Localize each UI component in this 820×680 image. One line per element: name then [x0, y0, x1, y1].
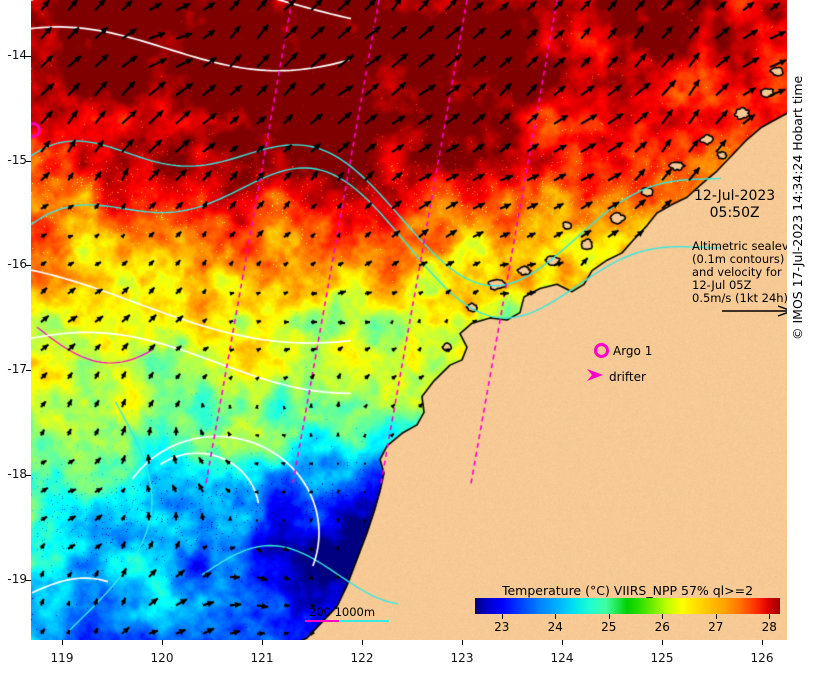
annotation-line-1: Altimetric sealevel	[692, 239, 787, 253]
annotation-time: 05:50Z	[709, 205, 760, 221]
y-axis-tick-label: -18	[7, 467, 27, 482]
x-axis-tick	[562, 640, 563, 645]
colorbar-tick-label: 28	[761, 620, 777, 634]
map-plot-area: 12-Jul-2023 05:50Z Altimetric sealevel (…	[31, 0, 787, 640]
colorbar-tick-label: 26	[654, 620, 670, 634]
colorbar-tick	[608, 614, 610, 619]
y-axis-tick-label: -16	[7, 257, 27, 272]
colorbar-tick	[715, 614, 717, 619]
colorbar-tick-label: 25	[601, 620, 617, 634]
map-overlay-layer	[31, 0, 787, 640]
y-axis-tick	[26, 475, 31, 477]
bathy-contour-1000-swatch	[339, 620, 389, 622]
x-axis-tick	[162, 640, 163, 645]
annotation-line-4: 12-Jul 05Z	[692, 278, 752, 292]
annotation-date: 12-Jul-2023	[694, 188, 776, 204]
x-axis-tick-label: 126	[750, 651, 774, 665]
x-axis-tick	[362, 640, 363, 645]
x-axis-tick	[462, 640, 463, 645]
y-axis-tick-label: -19	[7, 572, 27, 587]
x-axis-tick-label: 119	[50, 651, 74, 665]
x-axis-tick-label: 122	[350, 651, 374, 665]
y-axis-tick-label: -14	[7, 47, 27, 62]
altimetry-annotation: Altimetric sealevel (0.1m contours) and …	[692, 240, 787, 305]
colorbar-tick-label: 24	[547, 620, 563, 634]
copyright-notice: © IMOS 17-Jul-2023 14:34:24 Hobart time	[790, 75, 805, 340]
y-axis-tick	[26, 160, 31, 162]
x-axis-tick	[762, 640, 763, 645]
magenta-arrowhead-icon	[587, 369, 603, 381]
colorbar-tick-label: 23	[494, 620, 510, 634]
x-axis-tick	[62, 640, 63, 645]
y-axis-tick	[26, 55, 31, 57]
colorbar-tick-label: 27	[708, 620, 724, 634]
colorbar-tick	[555, 614, 557, 619]
bathymetry-key-label: 200 1000m	[309, 605, 376, 619]
drifter-legend-label: drifter	[609, 370, 646, 384]
annotation-line-2: (0.1m contours)	[692, 252, 785, 266]
x-axis-tick-label: 125	[650, 651, 674, 665]
colorbar: 23 24 25 26 27 28	[475, 598, 780, 634]
date-time-annotation: 12-Jul-2023 05:50Z	[694, 188, 775, 222]
argo-legend-label: Argo 1	[613, 344, 653, 358]
colorbar-tick	[501, 614, 503, 619]
bathy-contour-200-swatch	[305, 620, 339, 622]
annotation-line-5: 0.5m/s (1kt 24h)	[692, 291, 787, 305]
colorbar-tick	[662, 614, 664, 619]
magenta-circle-icon	[594, 343, 609, 358]
x-axis-tick	[262, 640, 263, 645]
y-axis-tick-label: -17	[7, 362, 27, 377]
x-axis-tick-label: 123	[450, 651, 474, 665]
colorbar-title: Temperature (°C) VIIRS_NPP 57% ql>=2	[501, 583, 754, 598]
x-axis-tick-label: 120	[150, 651, 174, 665]
y-axis-tick	[26, 265, 31, 267]
y-axis-tick-label: -15	[7, 152, 27, 167]
colorbar-gradient	[475, 598, 780, 614]
x-axis-tick-label: 124	[550, 651, 574, 665]
y-axis-tick	[26, 370, 31, 372]
colorbar-tick	[769, 614, 771, 619]
annotation-line-3: and velocity for	[692, 265, 782, 279]
x-axis-tick	[662, 640, 663, 645]
x-axis-tick-label: 121	[250, 651, 274, 665]
y-axis-tick	[26, 580, 31, 582]
right-arrow-icon	[722, 305, 787, 317]
